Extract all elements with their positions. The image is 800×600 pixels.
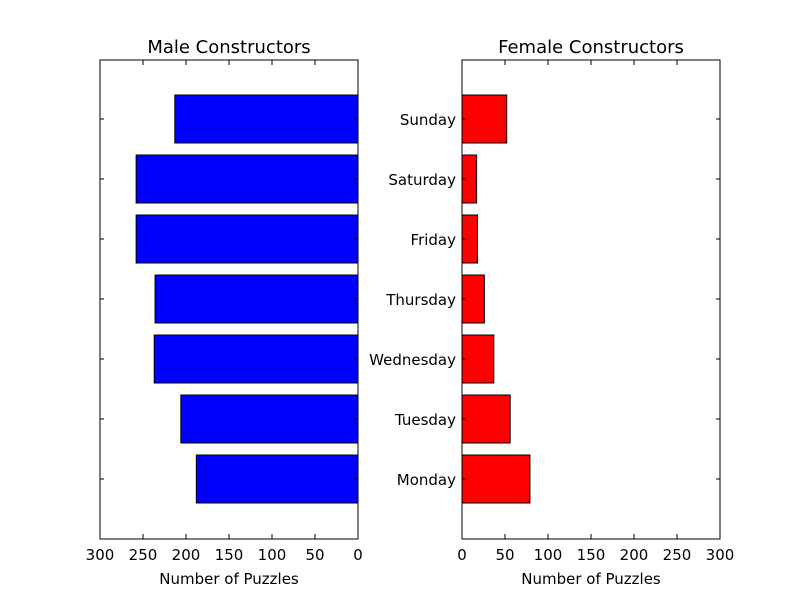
- male-bar-tuesday: [180, 394, 359, 444]
- day-label-tuesday: Tuesday: [394, 411, 456, 429]
- male-bar-thursday: [154, 274, 359, 324]
- male-bar-wednesday: [153, 334, 359, 384]
- x-tick-label: 150: [215, 546, 244, 564]
- x-tick-label: 250: [663, 546, 692, 564]
- female-x-axis-label: Number of Puzzles: [521, 570, 661, 588]
- x-tick-label: 50: [495, 546, 514, 564]
- female-bar-wednesday: [461, 334, 495, 384]
- x-tick-label: 200: [620, 546, 649, 564]
- male-bar-saturday: [135, 154, 359, 204]
- x-tick-label: 300: [86, 546, 115, 564]
- male-x-axis-label: Number of Puzzles: [159, 570, 299, 588]
- male-bar-monday: [195, 454, 359, 504]
- x-tick-label: 50: [305, 546, 324, 564]
- female-plot-frame: [461, 59, 721, 540]
- x-tick-label: 150: [577, 546, 606, 564]
- male-bar-sunday: [174, 94, 359, 144]
- female-bar-tuesday: [461, 394, 511, 444]
- x-tick-label: 250: [129, 546, 158, 564]
- female-chart-title: Female Constructors: [498, 37, 684, 58]
- day-label-wednesday: Wednesday: [369, 351, 456, 369]
- female-bar-sunday: [461, 94, 508, 144]
- day-label-saturday: Saturday: [388, 171, 456, 189]
- x-tick-label: 300: [706, 546, 735, 564]
- day-labels: Monday Tuesday Wednesday Thursday Friday Satu…: [369, 111, 456, 489]
- male-bar-friday: [135, 214, 359, 264]
- day-label-thursday: Thursday: [385, 291, 456, 309]
- x-tick-label: 0: [353, 546, 363, 564]
- x-tick-label: 0: [457, 546, 467, 564]
- day-label-friday: Friday: [411, 231, 457, 249]
- female-bar-monday: [461, 454, 531, 504]
- female-constructors-panel: Female Constructors 0 50 100 150 200 250 300 M…: [369, 37, 734, 588]
- male-chart-title: Male Constructors: [147, 37, 310, 58]
- x-tick-label: 100: [534, 546, 563, 564]
- day-label-monday: Monday: [397, 471, 456, 489]
- male-constructors-panel: Male Constructors 300 250 200 150 100 50 0 Num…: [86, 37, 363, 588]
- female-x-ticks: 0 50 100 150 200 250 300: [457, 60, 734, 564]
- female-bars: [461, 94, 531, 504]
- x-tick-label: 100: [258, 546, 287, 564]
- day-label-sunday: Sunday: [400, 111, 456, 129]
- male-bars: [135, 94, 359, 504]
- male-x-ticks: 300 250 200 150 100 50 0: [86, 60, 363, 564]
- male-plot-frame: [99, 59, 359, 540]
- x-tick-label: 200: [172, 546, 201, 564]
